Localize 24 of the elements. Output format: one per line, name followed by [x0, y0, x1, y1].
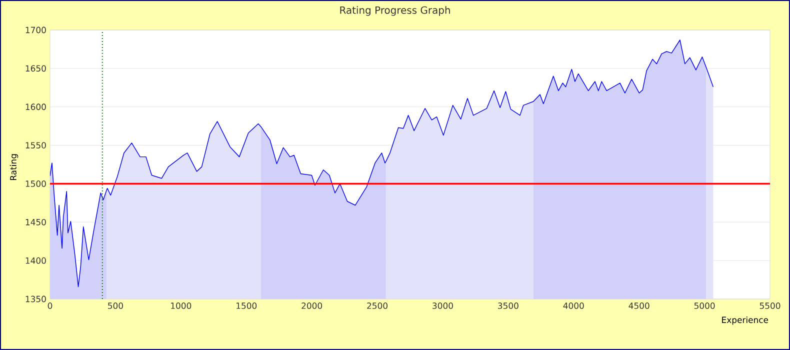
x-tick-label: 2000	[302, 302, 322, 309]
y-tick-label: 1400	[26, 257, 46, 264]
chart-title: Rating Progress Graph	[340, 6, 450, 16]
y-tick-label: 1350	[26, 296, 46, 302]
x-tick-label: 5000	[694, 302, 715, 309]
x-tick-label: 3500	[498, 302, 518, 309]
y-tick-label: 1550	[26, 142, 46, 148]
x-tick-label: 4000	[563, 302, 584, 309]
y-tick-label: 1500	[26, 180, 46, 187]
x-axis-title: Experience	[722, 316, 768, 325]
y-tick-label: 1650	[26, 65, 46, 72]
y-axis-title: Rating	[10, 154, 18, 180]
x-tick-label: 4500	[628, 302, 650, 309]
y-tick-label: 1600	[26, 104, 46, 110]
x-tick-label: 2500	[367, 302, 388, 309]
x-tick-label: 0	[48, 302, 52, 309]
x-tick-label: 1500	[236, 302, 257, 309]
x-tick-label: 500	[108, 302, 123, 309]
y-tick-label: 1700	[26, 26, 46, 34]
y-tick-label: 1450	[26, 218, 46, 226]
x-tick-label: 5500	[760, 302, 780, 309]
x-tick-label: 3000	[432, 302, 453, 309]
line-series	[50, 40, 714, 288]
x-tick-label: 1000	[171, 302, 192, 309]
